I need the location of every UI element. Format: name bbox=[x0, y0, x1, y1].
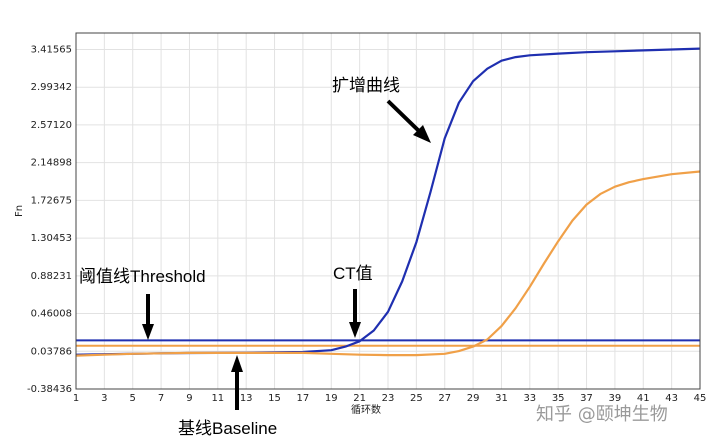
y-tick-label: 0.88231 bbox=[31, 271, 72, 282]
watermark: 知乎 @颐坤生物 bbox=[536, 404, 668, 425]
x-tick-label: 33 bbox=[523, 393, 536, 404]
plot-frame bbox=[75, 32, 701, 390]
x-tick-label: 9 bbox=[186, 393, 192, 404]
x-tick-label: 37 bbox=[580, 393, 593, 404]
x-tick-label: 1 bbox=[73, 393, 79, 404]
x-tick-label: 31 bbox=[495, 393, 508, 404]
y-tick-label: 1.30453 bbox=[31, 233, 72, 244]
x-tick-label: 17 bbox=[297, 393, 310, 404]
arrow-threshold bbox=[142, 294, 154, 340]
y-tick-label: 2.57120 bbox=[31, 120, 72, 131]
series-line bbox=[75, 170, 701, 357]
x-tick-label: 11 bbox=[211, 393, 224, 404]
x-tick-label: 41 bbox=[637, 393, 650, 404]
annotation-threshold: 阈值线Threshold bbox=[79, 267, 206, 286]
x-axis-title: 循环数 bbox=[351, 403, 381, 416]
y-tick-label: 0.03786 bbox=[31, 346, 72, 357]
x-tick-label: 5 bbox=[130, 393, 136, 404]
x-tick-label: 45 bbox=[694, 393, 707, 404]
annotation-amplification-curve: 扩增曲线 bbox=[332, 76, 400, 95]
annotation-ct-value: CT值 bbox=[333, 264, 373, 283]
arrow-baseline bbox=[231, 355, 243, 410]
x-tick-label: 3 bbox=[101, 393, 107, 404]
series-layer bbox=[75, 47, 701, 357]
x-tick-label: 21 bbox=[353, 393, 366, 404]
y-tick-label: 2.99342 bbox=[31, 82, 72, 93]
x-tick-label: 25 bbox=[410, 393, 423, 404]
arrow-amplification bbox=[386, 99, 431, 143]
x-tick-label: 7 bbox=[158, 393, 164, 404]
x-tick-label: 15 bbox=[268, 393, 281, 404]
y-tick-label: 3.41565 bbox=[31, 44, 72, 55]
x-tick-label: 23 bbox=[382, 393, 395, 404]
x-tick-label: 27 bbox=[438, 393, 451, 404]
y-axis-title: Fn bbox=[14, 205, 25, 217]
x-tick-label: 29 bbox=[467, 393, 480, 404]
x-tick-label: 43 bbox=[665, 393, 678, 404]
annotation-baseline: 基线Baseline bbox=[178, 419, 277, 438]
x-tick-label: 35 bbox=[552, 393, 565, 404]
y-tick-label: 2.14898 bbox=[31, 158, 72, 169]
x-tick-label: 39 bbox=[609, 393, 622, 404]
y-tick-label: 1.72675 bbox=[31, 195, 72, 206]
x-tick-label: 13 bbox=[240, 393, 253, 404]
axis-layer: 1 3 5 7 9 11 13 15 17 19 21 23 25 27 29 31 33 35 37 39 41 43 4… bbox=[27, 32, 707, 404]
arrow-ct bbox=[349, 289, 361, 338]
y-tick-label: -0.38436 bbox=[27, 384, 72, 395]
x-tick-label: 19 bbox=[325, 393, 338, 404]
y-tick-label: 0.46008 bbox=[31, 309, 72, 320]
